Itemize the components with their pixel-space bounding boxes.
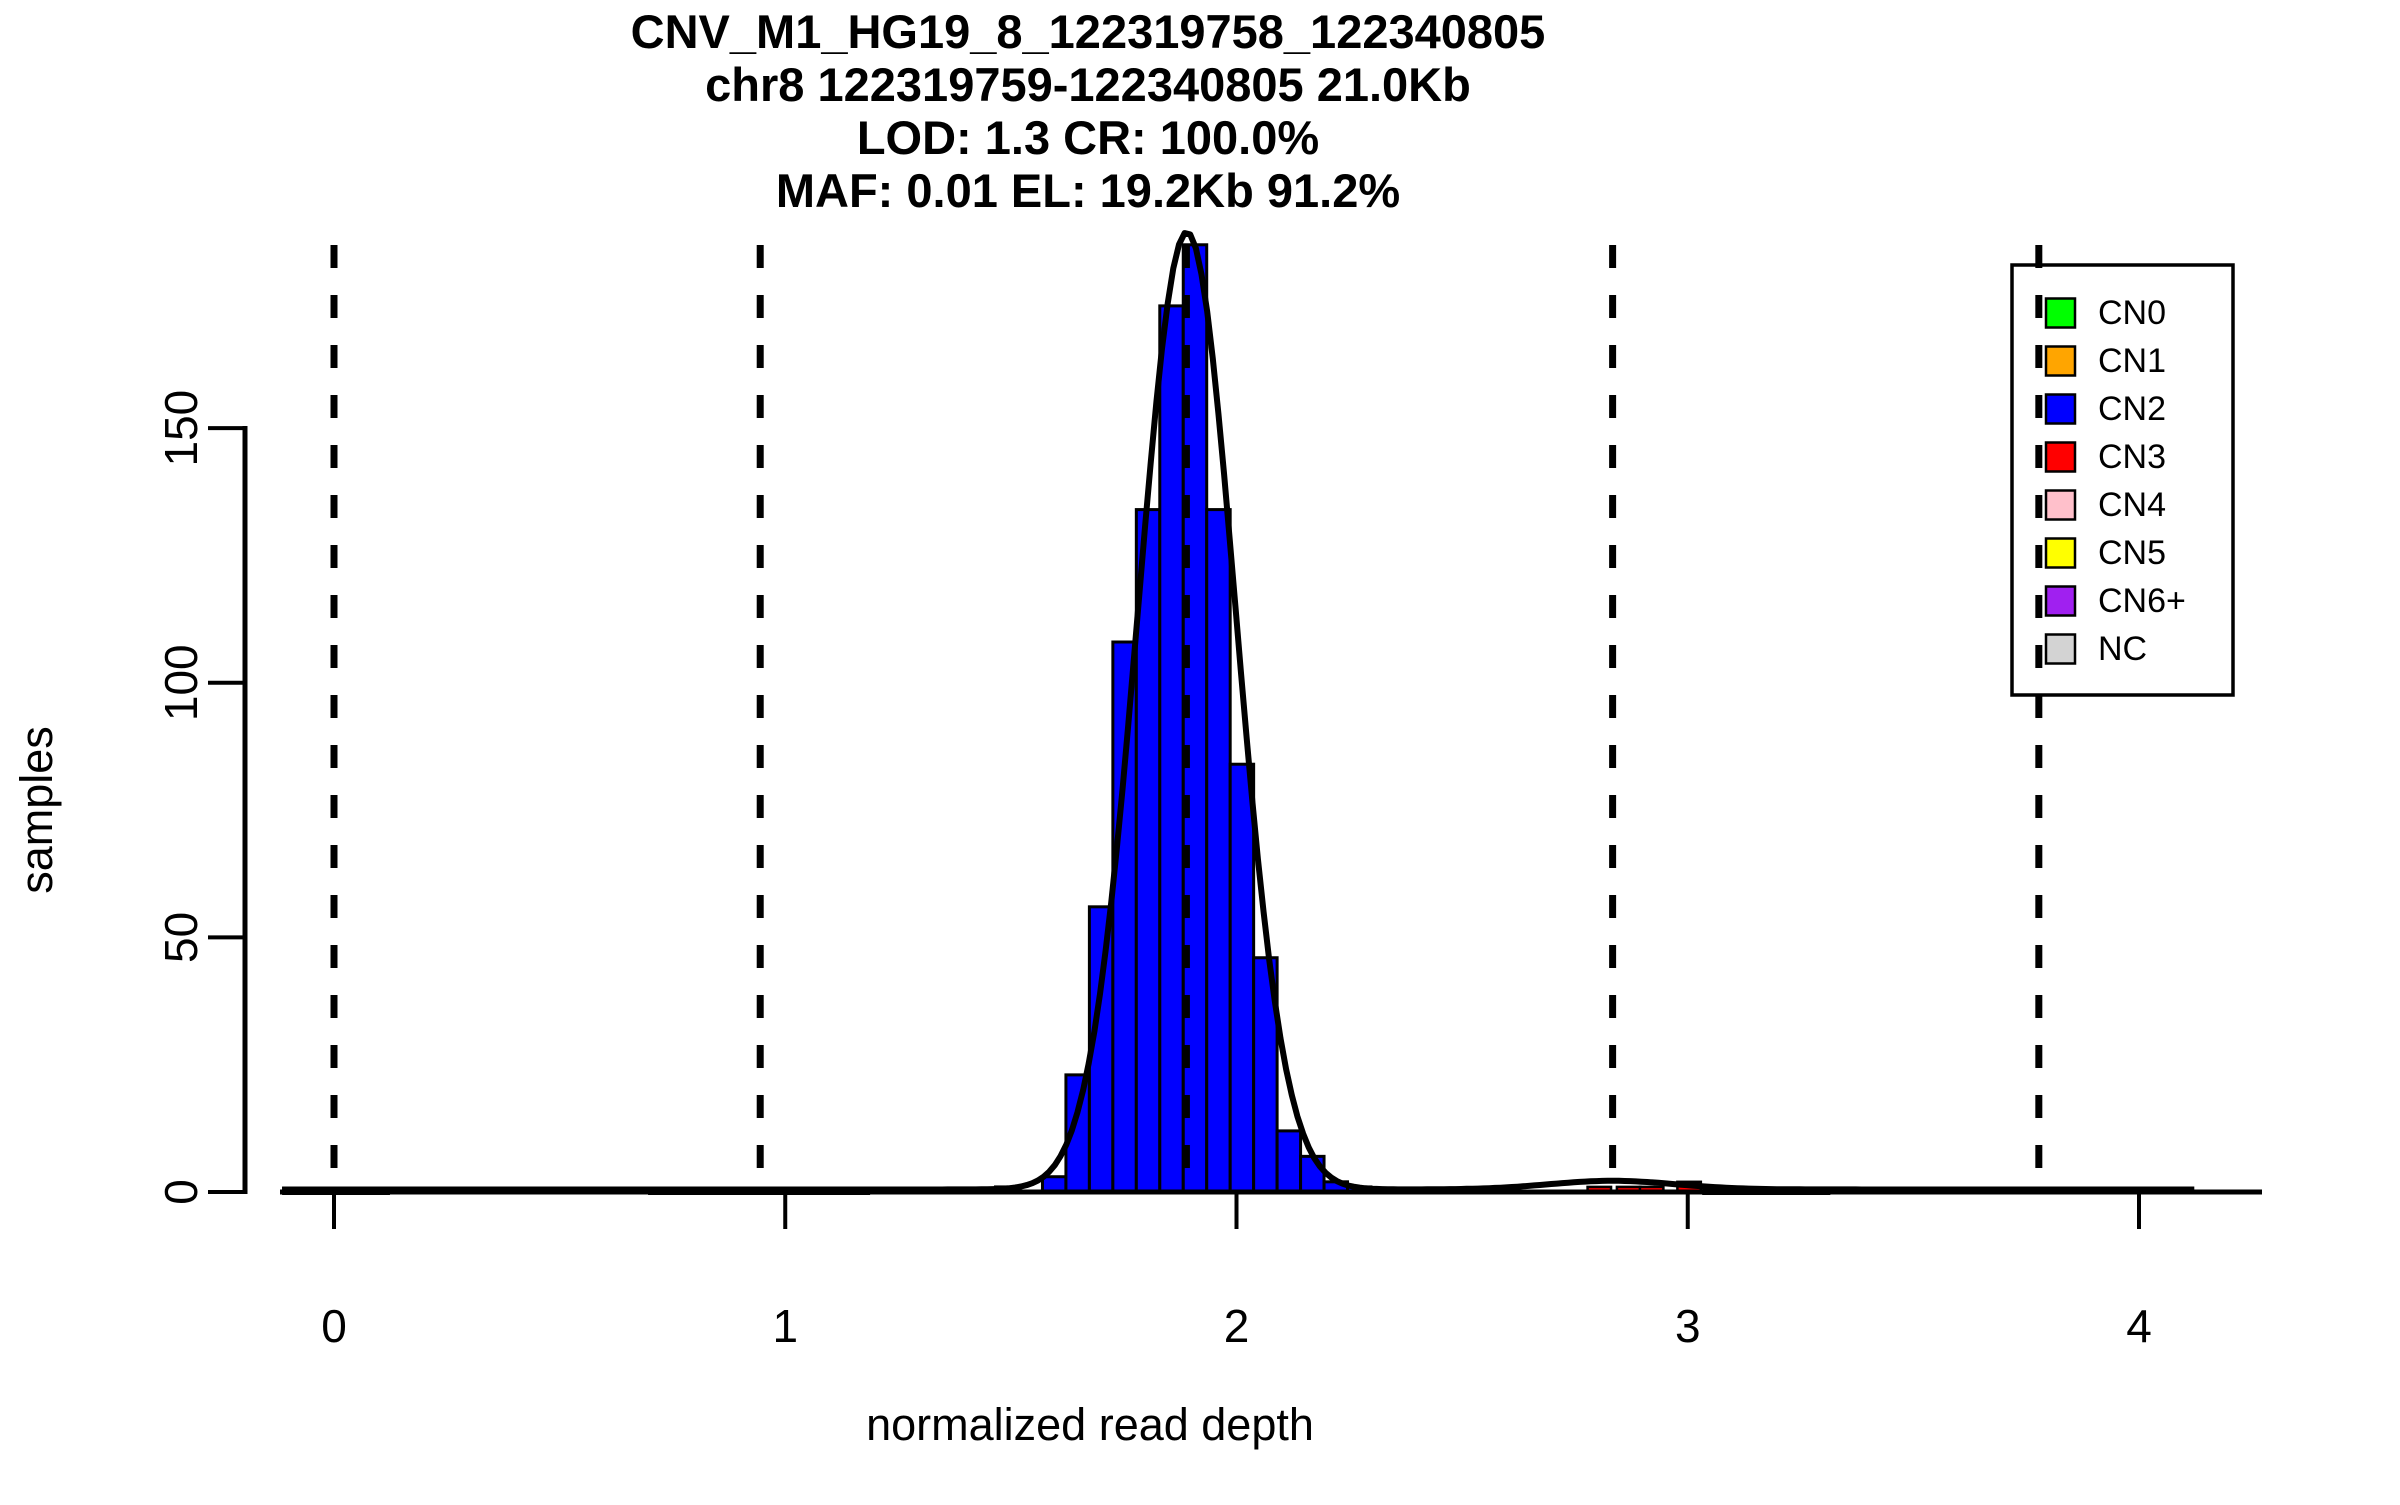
histogram-bar-cn2 xyxy=(1228,762,1256,1194)
x-axis-tick-label: 1 xyxy=(772,1300,798,1352)
y-axis-title: samples xyxy=(11,726,62,894)
legend-swatch-cn4 xyxy=(2044,489,2077,521)
y-axis-tick-label: 100 xyxy=(155,644,207,721)
legend-swatch-cn0 xyxy=(2044,297,2077,329)
title-block: CNV_M1_HG19_8_122319758_122340805 chr8 1… xyxy=(631,5,1546,217)
legend-swatch-cn5 xyxy=(2044,537,2077,569)
legend-rows: CN0 CN1 CN2 CN3 CN4 CN5 CN6+ NC xyxy=(2044,294,2186,668)
legend-swatch-cn6+ xyxy=(2044,585,2077,617)
legend-label-nc: NC xyxy=(2098,630,2147,668)
legend-swatch-cn3 xyxy=(2044,441,2077,473)
cn-dashed-lines-layer xyxy=(330,245,2043,1190)
legend-swatch-cn2 xyxy=(2044,393,2077,425)
legend-label-cn4: CN4 xyxy=(2098,486,2166,524)
histogram-bar-cn2 xyxy=(1111,640,1138,1194)
legend-label-cn0: CN0 xyxy=(2098,294,2166,332)
x-axis-tick-label: 0 xyxy=(321,1300,347,1352)
legend-box xyxy=(2010,263,2235,697)
legend-swatch-cn1 xyxy=(2044,345,2077,377)
histogram-bar-cn2 xyxy=(1275,1129,1303,1194)
histogram-bar-cn2 xyxy=(1158,304,1185,1194)
x-axis-tick-label: 2 xyxy=(1224,1300,1250,1352)
legend-label-cn1: CN1 xyxy=(2098,342,2166,380)
plot-title-line-2: chr8 122319759-122340805 21.0Kb xyxy=(705,58,1471,111)
plot-title-line-4: MAF: 0.01 EL: 19.2Kb 91.2% xyxy=(776,164,1400,217)
y-axis-tick-label: 0 xyxy=(155,1179,207,1205)
plot-title-line-3: LOD: 1.3 CR: 100.0% xyxy=(857,111,1319,164)
y-axis-tick-label: 50 xyxy=(155,912,207,963)
histogram-bar-cn2 xyxy=(1205,508,1232,1194)
histogram-bar-cn2 xyxy=(1299,1154,1326,1194)
legend-swatch-nc xyxy=(2044,633,2077,665)
x-axis-tick-label: 4 xyxy=(2126,1300,2152,1352)
legend-label-cn6+: CN6+ xyxy=(2098,582,2186,620)
legend-label-cn3: CN3 xyxy=(2098,438,2166,476)
legend-label-cn5: CN5 xyxy=(2098,534,2166,572)
legend: CN0 CN1 CN2 CN3 CN4 CN5 CN6+ NC xyxy=(2010,263,2235,697)
x-axis-tick-label: 3 xyxy=(1675,1300,1701,1352)
axes-layer: 0 1 2 3 4 0 50 100 150 xyxy=(155,390,2262,1352)
histogram-bars-layer xyxy=(282,243,1831,1195)
y-axis-tick-label: 150 xyxy=(155,390,207,467)
x-axis-title: normalized read depth xyxy=(866,1399,1314,1450)
plot-title-line-1: CNV_M1_HG19_8_122319758_122340805 xyxy=(631,5,1546,58)
legend-label-cn2: CN2 xyxy=(2098,390,2166,428)
